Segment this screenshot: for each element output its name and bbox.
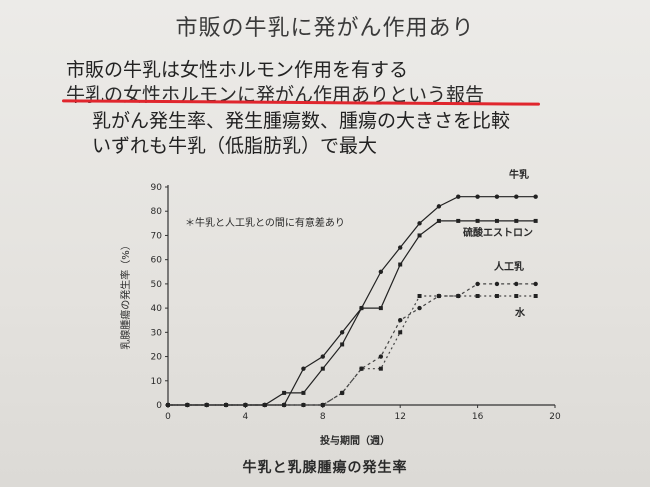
- x-tick-label: 20: [549, 412, 561, 422]
- series-2: [165, 281, 538, 408]
- series-label: 水: [514, 306, 526, 319]
- data-point: [166, 403, 170, 407]
- data-point: [533, 194, 538, 199]
- data-point: [339, 330, 345, 335]
- series-label: 硫酸エストロン: [463, 226, 533, 239]
- data-point: [262, 403, 267, 407]
- data-point: [378, 306, 383, 311]
- data-point: [398, 330, 403, 335]
- data-point: [398, 262, 403, 267]
- data-point: [320, 366, 325, 371]
- data-point: [475, 294, 480, 298]
- y-tick-label: 50: [151, 280, 163, 290]
- data-point: [533, 294, 538, 298]
- chart-caption: 牛乳と乳腺腫瘍の発生率: [242, 460, 408, 476]
- y-axis-label: 乳腺腫瘍の発生率（%）: [119, 240, 132, 350]
- data-point: [320, 354, 325, 359]
- data-point: [514, 218, 519, 223]
- data-point: [475, 281, 480, 287]
- data-point: [417, 294, 422, 298]
- data-point: [417, 305, 422, 311]
- series-line: [168, 295, 536, 406]
- y-tick-label: 90: [151, 183, 163, 193]
- series-3: [166, 294, 538, 407]
- data-point: [533, 281, 538, 287]
- data-point: [514, 281, 519, 287]
- x-tick-label: 8: [320, 412, 326, 422]
- x-tick-label: 0: [165, 412, 171, 422]
- data-point: [340, 390, 345, 395]
- y-tick-label: 10: [151, 377, 163, 387]
- series-label: 牛乳: [509, 168, 529, 181]
- data-point: [436, 294, 441, 298]
- x-axis-label: 投与期間（週）: [320, 434, 390, 447]
- data-point: [514, 294, 519, 298]
- data-point: [456, 218, 461, 223]
- data-point: [456, 294, 461, 298]
- data-point: [359, 366, 364, 371]
- y-tick-label: 0: [156, 401, 162, 411]
- text-line-4: いずれも牛乳（低脂肪乳）で最大: [92, 135, 378, 157]
- y-tick-label: 40: [151, 304, 163, 314]
- x-tick-label: 16: [472, 412, 484, 422]
- data-point: [340, 342, 345, 347]
- y-tick-label: 70: [151, 231, 163, 241]
- data-point: [494, 218, 499, 223]
- data-point: [282, 390, 287, 395]
- data-point: [456, 194, 461, 199]
- x-tick-labels: 0 4 8 12 16 20: [165, 405, 561, 422]
- data-point: [378, 354, 384, 359]
- text-line-1: 市販の牛乳は女性ホルモン作用を有する: [66, 59, 409, 81]
- chart-annotation: ＊牛乳と人工乳との間に有意差あり: [185, 216, 345, 229]
- y-tick-label: 60: [151, 256, 163, 266]
- data-point: [359, 306, 364, 311]
- y-tick-label: 30: [151, 328, 163, 338]
- data-point: [378, 269, 384, 274]
- data-point: [398, 245, 403, 250]
- data-point: [301, 366, 306, 371]
- data-point: [494, 281, 500, 287]
- data-point: [514, 194, 519, 199]
- data-point: [533, 218, 538, 223]
- series-line: [168, 283, 536, 406]
- data-point: [282, 403, 287, 407]
- data-point: [378, 366, 383, 371]
- data-point: [436, 204, 442, 209]
- y-tick-label: 20: [151, 353, 163, 363]
- data-point: [320, 403, 325, 407]
- page-title: 市販の牛乳に発がん作用あり: [175, 16, 475, 41]
- series-line: [168, 220, 536, 406]
- data-point: [494, 294, 499, 298]
- x-tick-label: 12: [394, 412, 405, 422]
- data-point: [475, 194, 480, 199]
- data-point: [224, 403, 229, 407]
- data-point: [301, 390, 306, 395]
- data-point: [417, 233, 422, 238]
- y-tick-label: 80: [151, 207, 163, 217]
- data-point: [417, 221, 422, 226]
- data-point: [204, 403, 209, 407]
- text-line-3: 乳がん発生率、発生腫瘍数、腫瘍の大きさを比較: [92, 110, 511, 132]
- series-1: [166, 218, 538, 407]
- y-tick-labels: 0 10 20 30 40 50 60 70 80 90: [151, 183, 168, 411]
- series-label: 人工乳: [494, 260, 524, 273]
- data-point: [398, 318, 403, 323]
- data-point: [243, 403, 248, 407]
- data-point: [475, 218, 480, 223]
- data-point: [494, 194, 500, 199]
- x-tick-label: 4: [243, 412, 249, 422]
- data-point: [185, 403, 190, 407]
- data-point: [301, 403, 306, 407]
- series-layer: [165, 194, 538, 408]
- data-point: [436, 218, 441, 223]
